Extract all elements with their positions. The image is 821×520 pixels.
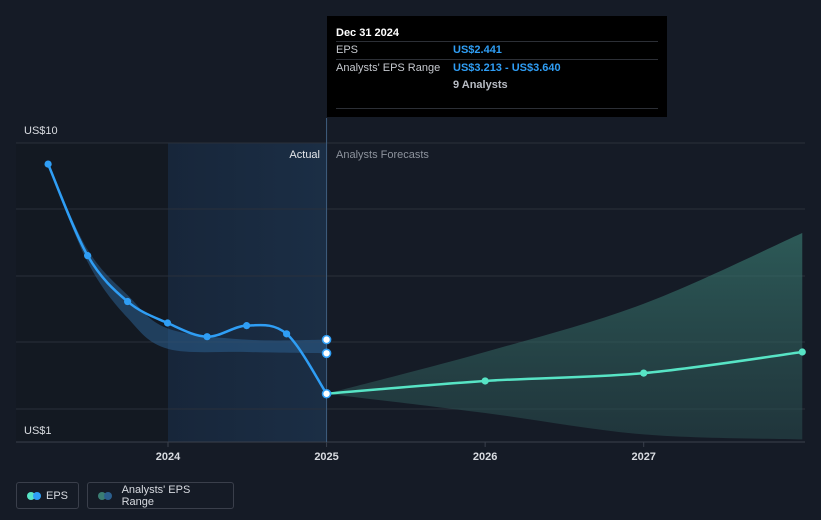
legend-range-label: Analysts' EPS Range (121, 483, 191, 508)
y-tick-label-bottom: US$1 (24, 425, 52, 437)
actual-eps-range-band (48, 164, 327, 354)
eps-actual-point (321, 388, 332, 399)
eps-actual-point (243, 322, 251, 330)
eps-forecast-line (325, 350, 804, 396)
legend-eps-label: EPS (45, 489, 68, 502)
tooltip-divider (336, 108, 658, 109)
past-background (16, 143, 168, 442)
legend-eps[interactable]: EPS (16, 482, 79, 509)
range-highlight-point (321, 348, 332, 359)
eps-forecast-point (798, 348, 806, 356)
tooltip-date: Dec 31 2024 (336, 27, 399, 39)
eps-actual-point (123, 297, 132, 306)
tooltip-eps-value: US$2.441 (453, 44, 502, 56)
range-highlight-point (321, 334, 332, 345)
y-tick-label-top: US$10 (24, 125, 58, 137)
tooltip-analyst-count: 9 Analysts (453, 79, 508, 91)
eps-actual-point (282, 330, 291, 338)
x-tick-label: 2025 (314, 451, 338, 463)
eps-swatch-icon (27, 491, 41, 500)
eps-actual-point (44, 160, 52, 168)
tooltip-range-label: Analysts' EPS Range (336, 62, 441, 74)
eps-actual-point (163, 319, 172, 327)
eps-actual-point (203, 333, 211, 341)
eps-actual-point (84, 252, 92, 260)
actual-period-shade (168, 143, 327, 442)
x-tick-label: 2027 (631, 451, 655, 463)
eps-forecast-point (640, 369, 648, 377)
x-tick-label: 2026 (473, 451, 497, 463)
tooltip-range-value: US$3.213 - US$3.640 (453, 62, 561, 74)
x-tick-label: 2024 (156, 451, 181, 463)
eps-forecast-point (481, 377, 489, 385)
range-swatch-icon (98, 491, 114, 500)
forecast-eps-range-band (326, 233, 803, 440)
actual-section-label: Actual (289, 149, 320, 161)
forecast-section-label: Analysts Forecasts (336, 149, 429, 161)
tooltip-eps-label: EPS (336, 44, 359, 56)
legend-eps-range[interactable]: Analysts' EPS Range (87, 482, 234, 509)
eps-tooltip: Dec 31 2024 EPS US$2.441 Analysts' EPS R… (327, 16, 667, 117)
